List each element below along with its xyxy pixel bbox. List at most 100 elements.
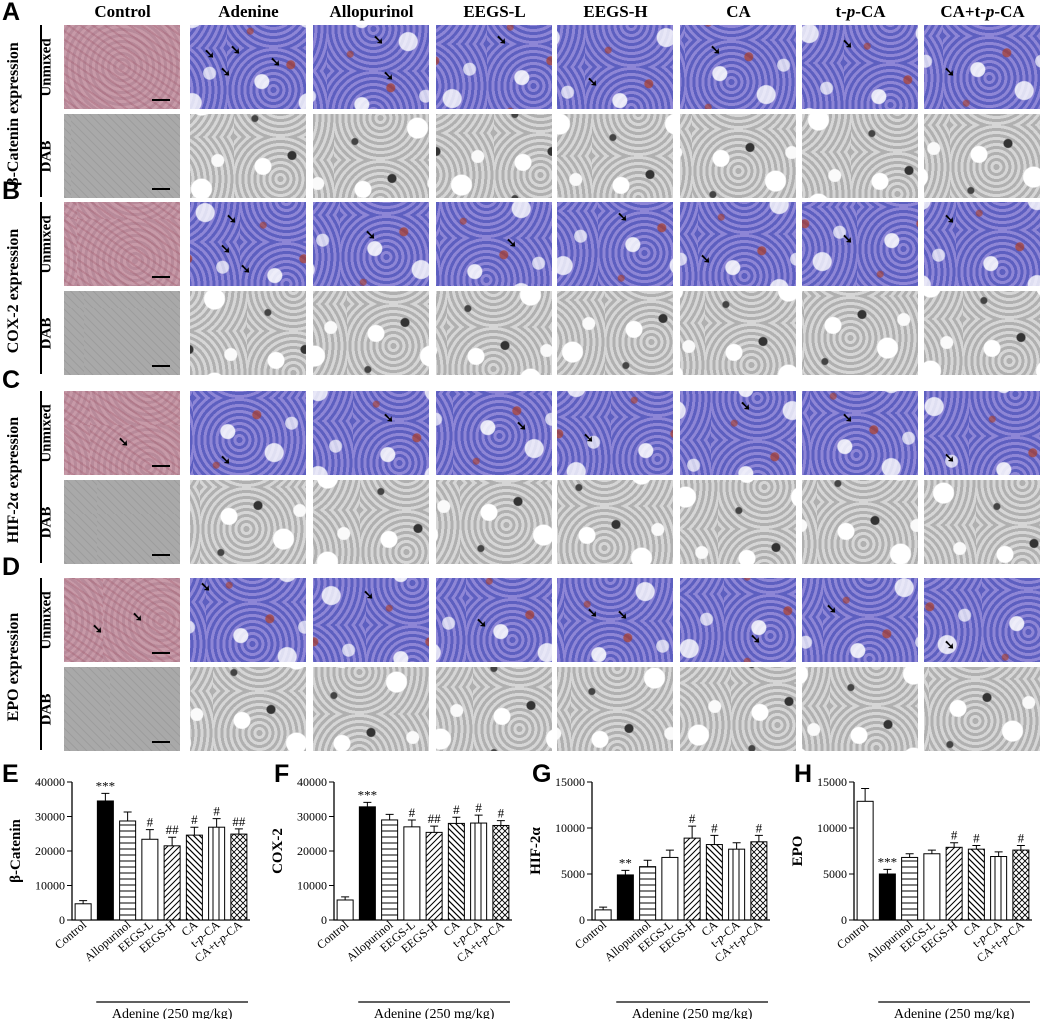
unmixed-micrograph: ➘ bbox=[436, 578, 552, 662]
error-bar bbox=[385, 813, 394, 820]
bar bbox=[403, 826, 421, 921]
row-label-dab: DAB bbox=[38, 140, 55, 173]
bar bbox=[1012, 849, 1030, 921]
arrow-icon: ➘ bbox=[944, 64, 955, 79]
y-tick-label: 15000 bbox=[817, 775, 847, 789]
error-bar bbox=[407, 819, 416, 827]
arrow-icon: ➘ bbox=[587, 605, 598, 620]
y-tick-label: 20000 bbox=[35, 844, 65, 858]
error-bar bbox=[883, 868, 892, 874]
error-bar bbox=[950, 842, 959, 848]
dab-micrograph bbox=[924, 114, 1040, 198]
unmixed-micrograph: ➘ bbox=[436, 25, 552, 109]
significance-mark: # bbox=[711, 820, 718, 835]
panel-letter: H bbox=[794, 760, 813, 788]
bar bbox=[336, 899, 354, 921]
dab-micrograph bbox=[924, 667, 1040, 751]
error-bar bbox=[79, 900, 88, 904]
arrow-icon: ➘ bbox=[373, 32, 384, 47]
y-tick-label: 0 bbox=[579, 913, 585, 927]
error-bar bbox=[123, 811, 132, 821]
unmixed-micrograph: ➘ bbox=[802, 25, 918, 109]
arrow-icon: ➘ bbox=[220, 241, 231, 256]
arrow-icon: ➘ bbox=[516, 418, 527, 433]
significance-mark: # bbox=[1018, 830, 1025, 845]
expression-label: EPO expression bbox=[5, 612, 22, 722]
panel-letter: F bbox=[274, 760, 290, 788]
error-bar bbox=[688, 825, 697, 839]
error-bar bbox=[643, 859, 652, 867]
dab-micrograph bbox=[436, 291, 552, 375]
y-tick-label: 30000 bbox=[297, 810, 327, 824]
error-bar bbox=[710, 834, 719, 845]
unmixed-micrograph: ➘ bbox=[924, 202, 1040, 286]
unmixed-micrograph: ➘ bbox=[924, 391, 1040, 475]
panel-letter: C bbox=[2, 366, 21, 394]
unmixed-micrograph: ➘ bbox=[557, 391, 673, 475]
arrow-icon: ➘ bbox=[230, 42, 241, 57]
error-bar bbox=[732, 842, 741, 850]
dab-micrograph bbox=[557, 667, 673, 751]
error-bar bbox=[190, 826, 199, 836]
bar bbox=[945, 846, 963, 921]
arrow-icon: ➘ bbox=[270, 54, 281, 69]
significance-mark: ## bbox=[232, 814, 246, 829]
arrow-icon: ➘ bbox=[826, 601, 837, 616]
dab-micrograph bbox=[190, 667, 306, 751]
x-tick-label: Control bbox=[572, 917, 610, 952]
row-label-dab: DAB bbox=[38, 506, 55, 539]
bar bbox=[208, 826, 226, 921]
arrow-icon: ➘ bbox=[700, 251, 711, 266]
arrow-icon: ➘ bbox=[383, 410, 394, 425]
scale-bar bbox=[152, 741, 170, 743]
unmixed-micrograph: ➘ bbox=[190, 391, 306, 475]
dab-micrograph bbox=[64, 291, 180, 375]
panel-letter: A bbox=[2, 0, 21, 26]
dab-micrograph bbox=[680, 667, 796, 751]
scale-bar bbox=[152, 365, 170, 367]
x-tick-label: Control bbox=[52, 917, 90, 952]
significance-mark: # bbox=[951, 828, 958, 843]
expression-label: β-Catenin expression bbox=[5, 42, 22, 186]
y-tick-label: 0 bbox=[841, 913, 847, 927]
significance-mark: # bbox=[453, 802, 460, 817]
unmixed-micrograph: ➘ bbox=[313, 391, 429, 475]
row-label-unmixed: Unmixed bbox=[38, 404, 55, 463]
unmixed-micrograph: ➘ bbox=[313, 202, 429, 286]
scale-bar bbox=[152, 188, 170, 190]
dab-micrograph bbox=[64, 667, 180, 751]
x-tick-label: Control bbox=[314, 917, 352, 952]
significance-mark: *** bbox=[96, 778, 116, 793]
bar bbox=[163, 845, 181, 921]
dab-micrograph bbox=[313, 480, 429, 564]
scale-bar bbox=[152, 554, 170, 556]
column-header: t-p-CA bbox=[835, 2, 886, 21]
arrow-icon: ➘ bbox=[740, 398, 751, 413]
bar bbox=[705, 844, 723, 921]
unmixed-micrograph: ➘ ➘ bbox=[313, 25, 429, 109]
column-header: Adenine bbox=[218, 2, 279, 21]
arrow-icon: ➘ bbox=[132, 609, 143, 624]
unmixed-micrograph: ➘ bbox=[190, 578, 306, 662]
bar bbox=[119, 820, 137, 921]
unmixed-micrograph: ➘ bbox=[680, 202, 796, 286]
scale-bar bbox=[152, 276, 170, 278]
y-tick-label: 0 bbox=[59, 913, 65, 927]
significance-mark: # bbox=[689, 811, 696, 826]
bar bbox=[74, 903, 92, 921]
arrow-icon: ➘ bbox=[383, 68, 394, 83]
error-bar bbox=[754, 834, 763, 842]
unmixed-micrograph: ➘ bbox=[436, 391, 552, 475]
bar bbox=[358, 806, 376, 921]
y-axis-label: COX-2 bbox=[270, 828, 286, 874]
panel-letter: D bbox=[2, 553, 21, 581]
bar bbox=[856, 800, 874, 921]
chart-svg: EPO050001000015000Control***AllopurinolE… bbox=[790, 775, 1032, 1019]
error-bar bbox=[994, 851, 1003, 857]
dab-micrograph bbox=[190, 291, 306, 375]
bar bbox=[616, 874, 634, 921]
dab-micrograph bbox=[190, 480, 306, 564]
error-bar bbox=[145, 829, 154, 840]
arrow-icon: ➘ bbox=[220, 452, 231, 467]
significance-mark: ## bbox=[428, 811, 442, 826]
